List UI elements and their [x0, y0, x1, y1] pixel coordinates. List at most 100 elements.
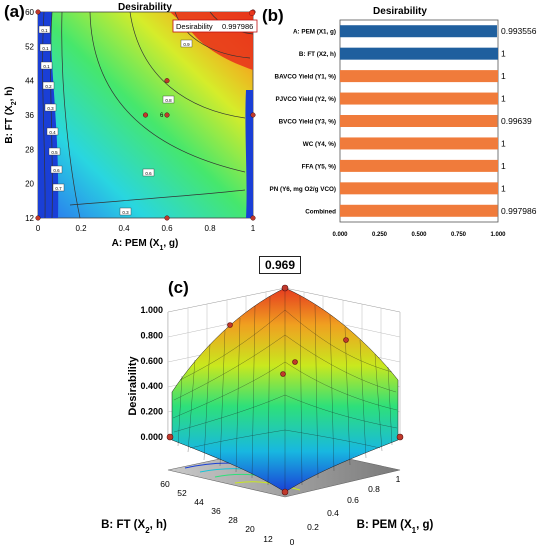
panel-c-x-tick: 28 — [228, 515, 238, 525]
panel-a-contour-label: 0.6 — [50, 165, 63, 174]
panel-b-category-label: B: FT (X2, h) — [299, 51, 336, 58]
svg-text:0.1: 0.1 — [41, 28, 48, 33]
panel-a-y-tick: 44 — [25, 77, 34, 86]
panel-b-bar — [340, 115, 498, 127]
panel-c-design-points — [166, 284, 404, 496]
panel-a-y-ticks: 12 20 28 36 44 52 60 — [25, 8, 34, 223]
panel-c-y-tick: 0.4 — [327, 508, 339, 518]
panel-a-ylabel: B: FT (X2, h) — [4, 86, 18, 143]
panel-a-y-tick: 28 — [25, 145, 34, 154]
panel-a-y-tick: 60 — [25, 8, 34, 17]
panel-c-x-tick: 12 — [263, 534, 273, 544]
panel-b-bar — [340, 204, 498, 217]
svg-text:0.3: 0.3 — [122, 210, 129, 215]
panel-a-x-ticks: 0 0.2 0.4 0.6 0.8 1 — [36, 224, 256, 233]
panel-a-flag-text: Desirability — [176, 22, 213, 31]
panel-c-y-tick: 1 — [396, 474, 401, 484]
panel-a-contour-label: 0.3 — [119, 207, 132, 216]
panel-a-contour-label: 0.3 — [44, 103, 57, 112]
svg-text:0.4: 0.4 — [49, 130, 56, 135]
panel-a-center-point-label: 6 — [160, 113, 164, 119]
panel-b-category-label: BVCO Yield (Y3, %) — [279, 119, 336, 126]
panel-a-xlabel: A: PEM (X1, g) — [112, 238, 179, 252]
panel-a-y-tick: 12 — [25, 214, 34, 223]
panel-c-z-ticks: 1.000 0.800 0.600 0.400 0.200 0.000 — [140, 305, 163, 442]
panel-a-y-tick: 36 — [25, 111, 34, 120]
panel-c-z-tick: 0.400 — [140, 381, 163, 391]
svg-text:0.1: 0.1 — [43, 64, 50, 69]
panel-b-value-label: 1 — [501, 94, 506, 104]
panel-b-x-tick: 0.750 — [451, 232, 467, 238]
panel-a-x-tick: 1 — [251, 224, 256, 233]
panel-c-x-ticks: 60 52 44 36 28 20 12 — [160, 479, 273, 544]
panel-a-contour-label: 0.5 — [48, 147, 61, 156]
svg-text:0.2: 0.2 — [45, 84, 52, 89]
svg-text:0.5: 0.5 — [51, 150, 58, 155]
panel-a-design-point — [250, 215, 256, 221]
panel-c-x-tick: 36 — [211, 506, 221, 516]
panel-a-design-point — [164, 112, 170, 118]
panel-b-title: Desirability — [373, 6, 427, 17]
panel-a-contour-label: 0.1 — [39, 43, 52, 52]
panel-b-x-tick: 0.000 — [332, 232, 348, 238]
svg-text:0.6: 0.6 — [53, 168, 60, 173]
panel-a-flag-box — [172, 19, 258, 33]
panel-c-point-mid-2 — [292, 359, 298, 365]
panel-c-surface-chart: 1.000 0.800 0.600 0.400 0.200 0.000 Desirabil… — [101, 284, 434, 547]
panel-b-bar-chart: Desirability A: PEM (X1, g) B: FT (X2, h)… — [270, 6, 537, 238]
panel-c-point-left — [166, 433, 174, 441]
panel-b-bar — [340, 137, 498, 150]
panel-a-y-tick: 52 — [25, 42, 34, 51]
panel-c-ylabel: B: PEM (X1, g) — [357, 519, 434, 535]
panel-a-design-point — [164, 215, 170, 221]
panel-a-low-region-right — [245, 90, 253, 218]
svg-text:0.8: 0.8 — [165, 98, 172, 103]
panel-b-category-label: PJVCO Yield (Y2, %) — [275, 96, 336, 103]
panel-b-value-label: 1 — [501, 71, 506, 81]
svg-text:0.3: 0.3 — [47, 106, 54, 111]
panel-c-z-tick: 0.000 — [140, 432, 163, 442]
panel-b-value-label: 1 — [501, 138, 506, 148]
panel-a-x-tick: 0 — [36, 224, 41, 233]
panel-b-bar — [340, 182, 498, 195]
panel-c-label: (c) — [168, 278, 189, 297]
panel-a-flag: Desirability 0.997986 — [172, 9, 258, 33]
panel-c-x-tick: 60 — [160, 479, 170, 489]
panel-c-y-tick: 0.2 — [307, 522, 319, 532]
panel-a-x-tick: 0.2 — [75, 224, 87, 233]
panel-b-bars — [340, 25, 498, 217]
panel-c-zlabel: Desirability — [127, 355, 139, 415]
panel-a-contour-labels: 0.1 0.1 0.1 0.2 0.3 0.4 0.5 0.6 0.7 0.9 0.8 0.6 0.3 — [38, 25, 193, 216]
svg-text:0.9: 0.9 — [183, 42, 190, 47]
svg-text:0.1: 0.1 — [42, 46, 49, 51]
panel-c-peak-value: 0.969 — [264, 258, 296, 272]
panel-a-optimum-marker — [248, 9, 256, 17]
panel-c-x-tick: 52 — [177, 488, 187, 498]
panel-a-x-tick: 0.8 — [204, 224, 216, 233]
panel-a-contour-label: 0.4 — [46, 127, 59, 136]
panel-b-x-tick: 1.000 — [490, 232, 506, 238]
panel-b-value-labels: 0.993556 1 1 1 0.99639 1 1 1 0.997986 — [501, 26, 537, 216]
panel-c-y-tick: 0.6 — [347, 495, 359, 505]
panel-a-x-tick: 0.6 — [161, 224, 173, 233]
panel-b-bar — [340, 70, 498, 83]
panel-c-xlabel: B: FT (X2, h) — [101, 519, 167, 535]
panel-b-category-label: PN (Y6, mg O2/g VCO) — [270, 186, 336, 193]
panel-b-x-tick: 0.250 — [372, 232, 388, 238]
panel-b-category-label: FFA (Y5, %) — [302, 163, 336, 170]
panel-c-point-mid-3 — [280, 371, 286, 377]
panel-c-point-mid-4 — [343, 337, 349, 343]
panel-a-contour-label: 0.1 — [40, 61, 53, 70]
panel-c-z-tick: 0.200 — [140, 407, 163, 417]
panel-b-category-label: A: PEM (X1, g) — [293, 29, 336, 36]
panel-b-bar — [340, 47, 498, 60]
panel-c-surface-mesh — [172, 288, 398, 492]
panel-b-label: (b) — [262, 6, 284, 25]
panel-b-value-label: 0.993556 — [501, 26, 537, 36]
panel-a-design-point — [35, 215, 41, 221]
panel-a-contour-label: 0.8 — [162, 95, 175, 104]
panel-a-contour-label: 0.7 — [52, 183, 65, 192]
panel-b-value-label: 0.997986 — [501, 206, 537, 216]
panel-a-design-point — [142, 112, 149, 118]
panel-c-point-peak — [281, 284, 289, 292]
